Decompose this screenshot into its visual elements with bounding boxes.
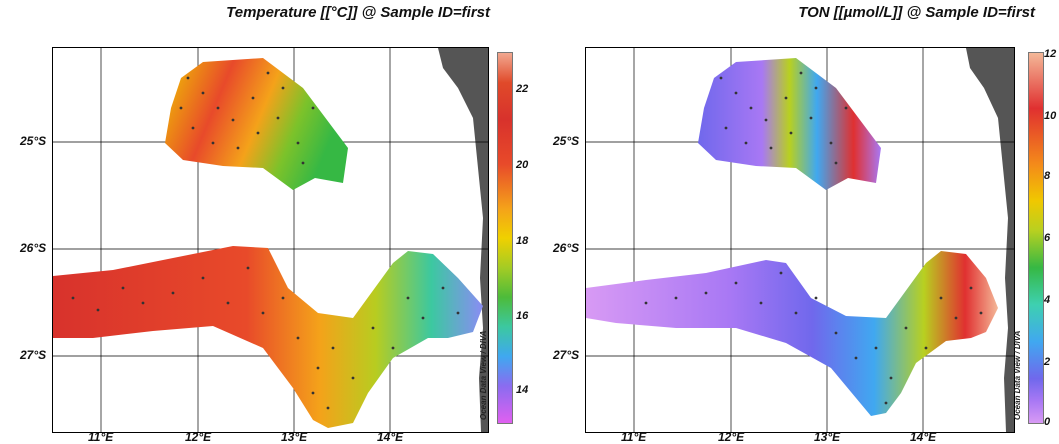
south-data-patch: [586, 251, 998, 416]
ton-colorbar: [1028, 52, 1044, 424]
odv-watermark: Ocean Data View / DIVA: [1013, 330, 1022, 420]
y-tick-label: 25°S: [553, 134, 580, 148]
temperature-colorbar: [497, 52, 513, 424]
temperature-map-svg: [53, 48, 488, 432]
colorbar-tick-label: 12: [1044, 48, 1057, 60]
coastline-land: [966, 48, 1014, 432]
coastline-land: [438, 48, 488, 432]
x-tick-label: 11°E: [621, 430, 647, 444]
colorbar-tick-label: 0: [1044, 416, 1051, 428]
north-data-patch: [698, 58, 881, 190]
colorbar-tick-label: 2: [1044, 356, 1051, 368]
x-tick-label: 14°E: [910, 430, 937, 444]
y-tick-label: 26°S: [20, 241, 47, 255]
colorbar-tick-label: 14: [516, 384, 529, 396]
chart-title: TON [[µmol/L]] @ Sample ID=first: [798, 4, 1035, 21]
ton-map-svg: [586, 48, 1014, 432]
north-data-patch: [165, 58, 348, 190]
x-tick-label: 12°E: [718, 430, 745, 444]
colorbar-tick-label: 10: [1044, 110, 1057, 122]
sample-points: [644, 71, 983, 405]
y-tick-label: 25°S: [20, 134, 47, 148]
x-tick-label: 14°E: [377, 430, 404, 444]
colorbar-tick-label: 20: [516, 159, 529, 171]
temperature-map: [52, 47, 489, 433]
colorbar-tick-label: 6: [1044, 232, 1051, 244]
colorbar-tick-label: 22: [516, 83, 529, 95]
x-tick-label: 13°E: [281, 430, 308, 444]
x-tick-label: 11°E: [88, 430, 114, 444]
colorbar-tick-label: 18: [516, 235, 529, 247]
ton-map: [585, 47, 1015, 433]
y-tick-label: 27°S: [553, 348, 580, 362]
x-tick-label: 13°E: [814, 430, 841, 444]
odv-watermark: Ocean Data View / DIVA: [479, 330, 488, 420]
y-tick-label: 27°S: [20, 348, 47, 362]
chart-title: Temperature [[°C]] @ Sample ID=first: [226, 4, 490, 21]
colorbar-tick-label: 8: [1044, 170, 1051, 182]
south-data-patch: [53, 246, 483, 428]
colorbar-tick-label: 4: [1044, 294, 1051, 306]
sample-points: [71, 71, 460, 410]
x-tick-label: 12°E: [185, 430, 212, 444]
y-tick-label: 26°S: [553, 241, 580, 255]
colorbar-tick-label: 16: [516, 310, 529, 322]
